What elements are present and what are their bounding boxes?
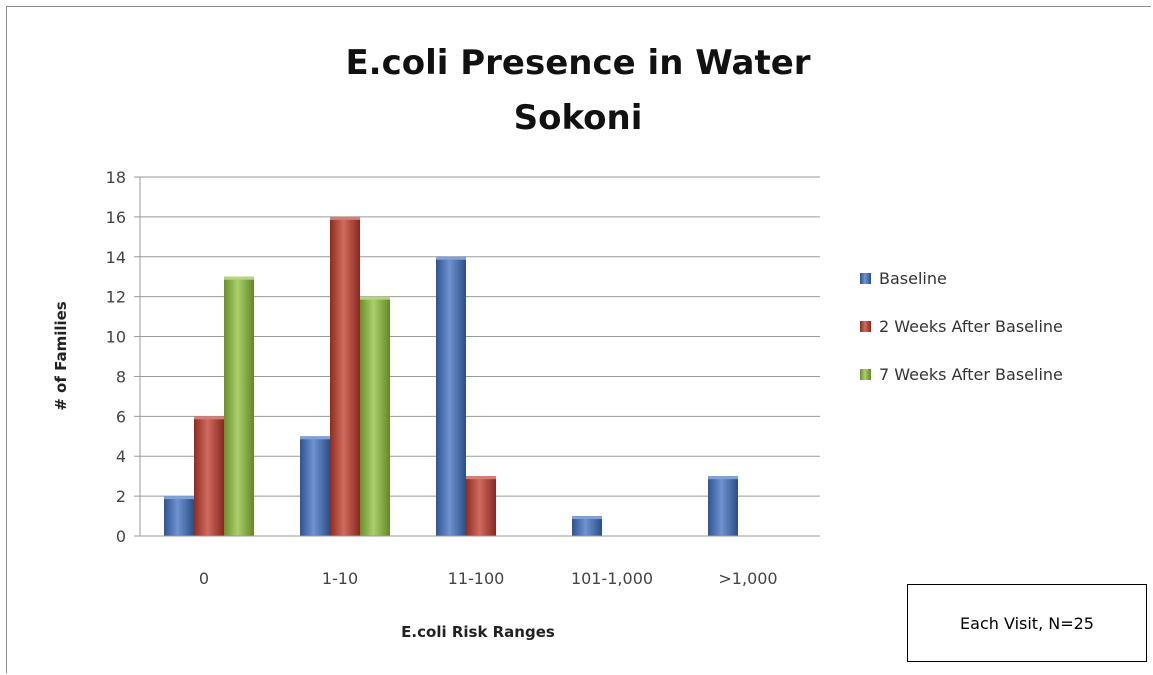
x-tick-label: 11-100 bbox=[448, 569, 505, 588]
bar-top-highlight bbox=[466, 476, 496, 480]
x-tick-label: 101-1,000 bbox=[571, 569, 653, 588]
bar-7-weeks-after-baseline-1 bbox=[360, 296, 390, 536]
bar-baseline-2 bbox=[436, 256, 466, 536]
bar-baseline-3 bbox=[572, 516, 602, 536]
bar-top-highlight bbox=[224, 276, 254, 280]
bars bbox=[140, 216, 820, 537]
bar-baseline-4 bbox=[708, 476, 738, 536]
legend-swatch bbox=[860, 369, 871, 380]
x-axis-ticks: 0 1-10 11-100 101-1,000 >1,000 bbox=[199, 569, 778, 588]
x-tick-label: 1-10 bbox=[322, 569, 358, 588]
bar-top-highlight bbox=[436, 256, 466, 260]
bar-2-weeks-after-baseline-2 bbox=[466, 476, 496, 536]
legend-swatch bbox=[860, 273, 871, 284]
y-tick-label: 8 bbox=[116, 367, 126, 386]
bar-top-highlight bbox=[360, 296, 390, 300]
legend-label: Baseline bbox=[879, 269, 947, 288]
y-tick-label: 0 bbox=[116, 527, 126, 546]
bar-top-highlight bbox=[708, 476, 738, 480]
y-tick-label: 12 bbox=[106, 288, 126, 307]
legend: Baseline 2 Weeks After Baseline 7 Weeks Af… bbox=[860, 269, 1063, 384]
y-axis-ticks: 0 2 4 6 8 10 12 14 16 18 bbox=[106, 168, 126, 546]
bar-top-highlight bbox=[300, 436, 330, 440]
y-tick-label: 18 bbox=[106, 168, 126, 187]
y-tick-label: 14 bbox=[106, 248, 126, 267]
chart-title-line-1: E.coli Presence in Water bbox=[345, 43, 810, 83]
bar-top-highlight bbox=[164, 496, 194, 500]
chart-frame bbox=[6, 6, 1151, 673]
y-tick-label: 6 bbox=[116, 407, 126, 426]
bar-7-weeks-after-baseline-0 bbox=[224, 276, 254, 536]
x-tick-label: >1,000 bbox=[718, 569, 777, 588]
bar-baseline-1 bbox=[300, 436, 330, 536]
y-tick-label: 10 bbox=[106, 328, 126, 347]
y-tick-label: 2 bbox=[116, 487, 126, 506]
y-tick-label: 4 bbox=[116, 447, 126, 466]
y-axis-title: # of Families bbox=[52, 301, 70, 411]
sample-size-note: Each Visit, N=25 bbox=[907, 584, 1147, 662]
x-tick-label: 0 bbox=[199, 569, 209, 588]
y-tick-label: 16 bbox=[106, 208, 126, 227]
x-axis-title: E.coli Risk Ranges bbox=[401, 623, 555, 641]
sample-size-note-text: Each Visit, N=25 bbox=[960, 613, 1094, 633]
bar-top-highlight bbox=[330, 216, 360, 220]
bar-2-weeks-after-baseline-1 bbox=[330, 216, 360, 536]
chart-title-line-2: Sokoni bbox=[514, 98, 643, 138]
legend-label: 7 Weeks After Baseline bbox=[879, 365, 1063, 384]
bar-baseline-0 bbox=[164, 496, 194, 536]
bar-2-weeks-after-baseline-0 bbox=[194, 416, 224, 536]
bar-top-highlight bbox=[572, 516, 602, 520]
legend-label: 2 Weeks After Baseline bbox=[879, 317, 1063, 336]
legend-swatch bbox=[860, 321, 871, 332]
bar-top-highlight bbox=[194, 416, 224, 420]
